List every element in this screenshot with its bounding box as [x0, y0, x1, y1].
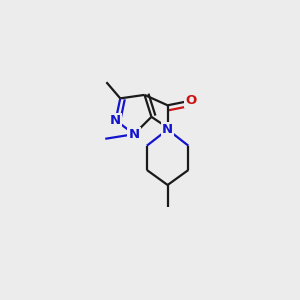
Text: N: N	[129, 128, 140, 141]
Text: N: N	[162, 123, 173, 136]
Text: O: O	[185, 94, 196, 107]
Text: N: N	[110, 114, 121, 127]
